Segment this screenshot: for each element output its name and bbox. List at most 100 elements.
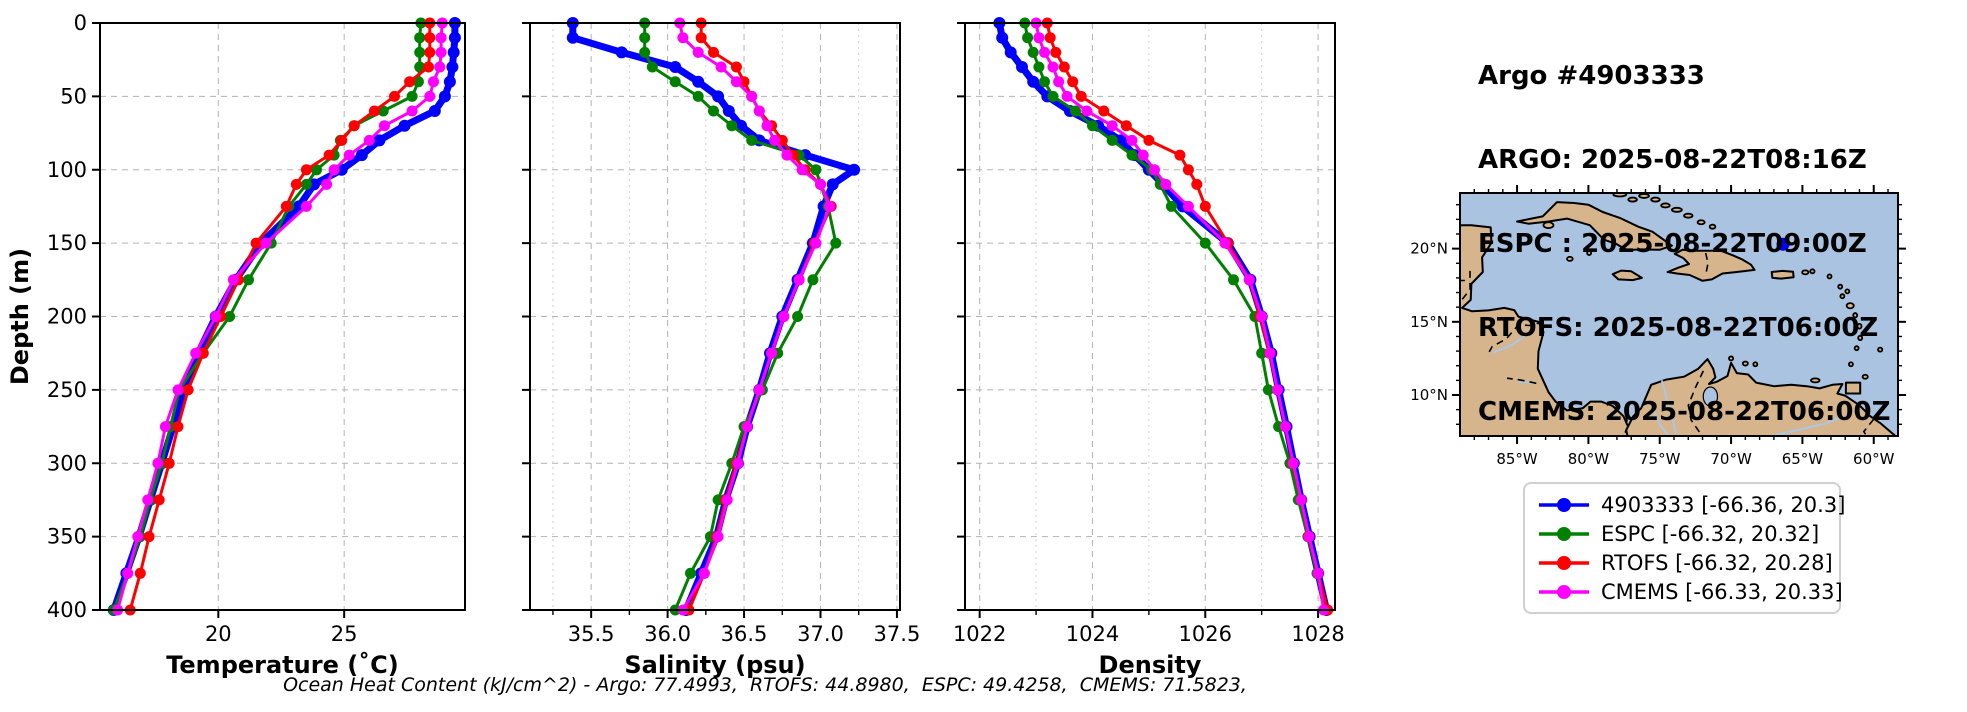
map-lon-tick-label: 80°W (1568, 450, 1610, 468)
landmass (1770, 269, 1795, 280)
map-lon-tick-label: 85°W (1496, 450, 1538, 468)
series-cmems-temperature (112, 17, 448, 616)
salinity-x-tick-label: 36.5 (721, 622, 768, 646)
island (1857, 334, 1864, 342)
island (1844, 288, 1851, 295)
depth-tick-label: 0 (74, 11, 87, 35)
argo-timestamp: ARGO: 2025-08-22T08:16Z (1478, 145, 1867, 175)
landmass (1611, 269, 1643, 282)
landmass (1460, 224, 1631, 436)
country-border (1460, 270, 1471, 304)
country-border (1687, 370, 1705, 435)
map-lon-tick-label: 60°W (1853, 450, 1895, 468)
ohc-caption: Ocean Heat Content (kJ/cm^2) - Argo: 77.… (283, 674, 1247, 696)
axis-ticks: 1022 1024 1026 1028 (953, 22, 1345, 646)
island (1856, 322, 1863, 330)
temperature-axis-title: Temperature (˚C) (166, 651, 399, 679)
landmass (1625, 358, 1897, 436)
island (1877, 346, 1884, 353)
legend-item: RTOFS [-66.32, 20.28] (1535, 548, 1835, 577)
salinity-x-tick-label: 35.5 (568, 622, 615, 646)
island (1801, 269, 1810, 276)
float-position-marker (1776, 237, 1790, 251)
legend-item: CMEMS [-66.33, 20.33] (1535, 577, 1843, 606)
salinity-axis-title: Salinity (psu) (624, 651, 805, 679)
depth-tick-label: 150 (47, 231, 87, 255)
depth-tick-label: 400 (47, 598, 87, 622)
lake (1702, 386, 1719, 407)
island (1853, 345, 1860, 352)
density-axis-title: Density (1099, 651, 1202, 679)
cmems-timestamp: CMEMS: 2025-08-22T06:00Z (1478, 397, 1891, 427)
axis-ticks: 35.5 36.0 36.5 37.0 37.5 (522, 22, 921, 646)
island (1586, 250, 1593, 256)
country-border (1488, 321, 1544, 353)
depth-tick-label: 200 (47, 305, 87, 329)
country-border (1545, 402, 1550, 413)
island (1650, 196, 1661, 203)
map-lon-tick-label: 75°W (1639, 450, 1681, 468)
landmass (1666, 248, 1756, 282)
series-cmems-density (1030, 17, 1330, 616)
island (1708, 223, 1717, 230)
depth-tick-label: 300 (47, 451, 87, 475)
island (1861, 373, 1869, 380)
island (1696, 219, 1706, 226)
island (1845, 302, 1855, 310)
island (1810, 377, 1821, 384)
island (1670, 206, 1683, 213)
density-x-tick-label: 1024 (1066, 622, 1119, 646)
river (1652, 409, 1670, 436)
island (1542, 221, 1555, 230)
island (1848, 361, 1854, 368)
density-x-tick-label: 1026 (1179, 622, 1232, 646)
map-ticks: 85°W 80°W 75°W 70°W 65°W 60°W 20°N 15°N 10°N (1410, 185, 1906, 468)
island (1566, 255, 1574, 262)
series-rtofs-temperature (124, 17, 436, 616)
island (1852, 312, 1859, 319)
map-lat-tick-label: 15°N (1410, 313, 1448, 331)
island (1839, 293, 1846, 300)
depth-tick-label: 350 (47, 525, 87, 549)
depth-tick-label: 250 (47, 378, 87, 402)
island (1660, 202, 1671, 209)
river (1767, 415, 1845, 436)
salinity-x-tick-label: 37.5 (874, 622, 921, 646)
legend-marker-icon (1539, 526, 1589, 541)
espc-timestamp: ESPC : 2025-08-22T09:00Z (1478, 229, 1867, 259)
density-x-tick-label: 1022 (953, 622, 1006, 646)
legend-item: ESPC [-66.32, 20.32] (1535, 519, 1835, 548)
legend-marker-icon (1539, 555, 1589, 570)
density-profile-chart: 1022 1024 1026 1028 Density (953, 17, 1345, 679)
landmass (1844, 381, 1862, 395)
country-border (1862, 418, 1875, 436)
legend-label: 4903333 [-66.36, 20.3] (1601, 492, 1846, 517)
island (1728, 355, 1735, 362)
country-border (1506, 377, 1537, 385)
map-lat-tick-label: 10°N (1410, 386, 1448, 404)
legend-label: RTOFS [-66.32, 20.28] (1601, 550, 1833, 575)
legend-item: 4903333 [-66.36, 20.3] (1535, 490, 1845, 519)
depth-axis-title: Depth (m) (6, 248, 34, 385)
island (1809, 268, 1816, 275)
caribbean-map: 85°W 80°W 75°W 70°W 65°W 60°W 20°N 15°N 10°N (1410, 185, 1906, 468)
legend-marker-icon (1539, 497, 1589, 512)
depth-tick-label: 50 (60, 84, 87, 108)
density-x-tick-label: 1028 (1291, 622, 1344, 646)
country-border (1704, 252, 1709, 273)
temperature-profile-chart: 20 25050100150200250300350400Temperature … (47, 11, 466, 679)
island (1752, 361, 1759, 368)
river (1660, 380, 1678, 435)
map-lon-tick-label: 70°W (1710, 450, 1752, 468)
legend-label: CMEMS [-66.33, 20.33] (1601, 579, 1843, 604)
temperature-x-tick-label: 20 (205, 622, 232, 646)
rtofs-timestamp: RTOFS: 2025-08-22T06:00Z (1478, 313, 1879, 343)
landmass (1516, 201, 1673, 252)
temperature-x-tick-label: 25 (331, 622, 358, 646)
river (1492, 329, 1534, 354)
map-canvas (1460, 193, 1898, 436)
depth-tick-label: 100 (47, 158, 87, 182)
salinity-x-tick-label: 36.0 (644, 622, 691, 646)
